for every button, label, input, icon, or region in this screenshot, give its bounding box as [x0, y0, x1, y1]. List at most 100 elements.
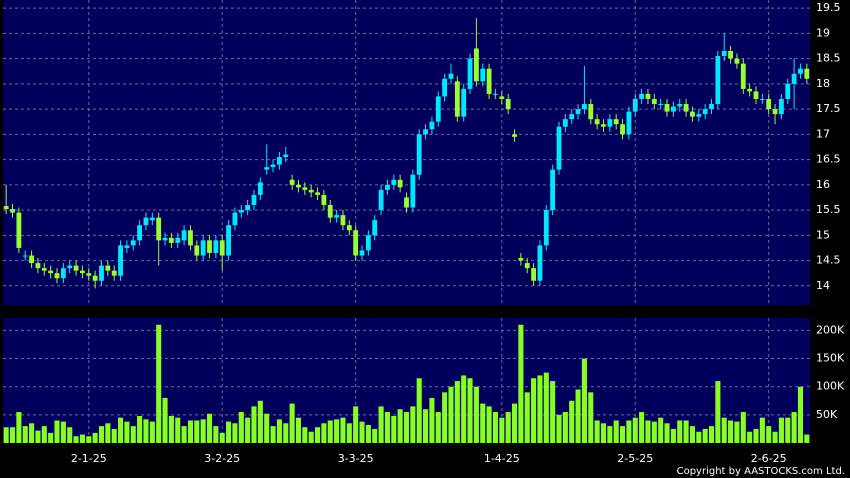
volume-bar	[200, 419, 206, 443]
x-tick-label: 1-4-25	[484, 452, 520, 465]
candle-body	[524, 263, 530, 269]
volume-bar	[797, 386, 804, 443]
volume-bar	[791, 412, 797, 443]
candle-body	[721, 51, 727, 57]
candle-body	[461, 88, 467, 117]
candle-body	[505, 98, 511, 110]
volume-bar	[600, 423, 607, 443]
volume-bar	[86, 436, 92, 443]
volume-bar	[175, 417, 181, 443]
volume-bar	[473, 386, 479, 443]
candle-body	[378, 189, 384, 211]
candle-body	[734, 58, 740, 64]
candle-body	[346, 225, 352, 231]
candle-body	[245, 205, 251, 211]
y-tick-label: 50K	[816, 408, 838, 421]
volume-bar	[206, 413, 213, 443]
candle-body	[709, 104, 714, 110]
candle-body	[257, 182, 263, 195]
candle-body	[569, 114, 575, 120]
volume-bar	[22, 426, 28, 443]
candle-body	[92, 275, 98, 281]
volume-bar	[511, 403, 518, 443]
x-tick-label: 3-2-25	[204, 452, 240, 465]
candle-body	[35, 263, 41, 269]
candle-body	[448, 73, 454, 79]
candle-body	[16, 212, 22, 248]
candle-body	[550, 169, 556, 211]
volume-bar	[9, 427, 16, 443]
volume-bar	[384, 412, 390, 443]
volume-bar	[778, 417, 784, 443]
x-tick-label: 2-6-25	[751, 452, 787, 465]
candle-body	[289, 179, 295, 185]
volume-bar	[499, 417, 505, 443]
candle-body	[80, 270, 85, 274]
candle-body	[385, 184, 390, 190]
candle-body	[308, 189, 314, 193]
candle-body	[683, 104, 689, 112]
volume-bar	[245, 417, 251, 443]
volume-bar	[156, 324, 162, 443]
candle-body	[22, 255, 28, 257]
candle-body	[607, 119, 613, 127]
candle-body	[60, 268, 66, 279]
volume-bar	[442, 392, 448, 443]
candle-body	[276, 157, 282, 165]
candle-body	[219, 240, 225, 256]
candle-body	[10, 209, 15, 213]
volume-bar	[295, 417, 302, 443]
volume-bar	[67, 427, 73, 443]
y-tick-label: 18.5	[816, 52, 841, 65]
volume-bar	[16, 412, 22, 443]
volume-bar	[639, 412, 645, 443]
volume-bar	[168, 415, 174, 443]
volume-bar	[283, 423, 289, 443]
volume-bar	[226, 421, 232, 443]
candle-body	[99, 265, 104, 281]
volume-bar	[651, 421, 657, 443]
candle-body	[467, 58, 473, 89]
volume-bar	[505, 412, 511, 443]
volume-bar	[753, 428, 759, 443]
volume-bar	[308, 431, 314, 443]
candle-body	[772, 109, 778, 115]
candle-body	[747, 88, 753, 92]
y-tick-label: 19.5	[816, 1, 841, 14]
candle-body	[143, 217, 149, 226]
candle-body	[194, 245, 200, 256]
volume-bar	[588, 392, 594, 443]
candle-body	[670, 106, 676, 112]
volume-bar	[232, 423, 238, 443]
volume-bar	[264, 413, 270, 443]
volume-bar	[73, 436, 79, 443]
y-tick-label: 15.5	[816, 203, 841, 216]
volume-bar	[728, 420, 734, 443]
volume-bar	[54, 420, 60, 443]
candle-body	[315, 192, 320, 195]
candle-body	[3, 206, 9, 210]
candle-body	[149, 217, 155, 221]
candle-body	[353, 230, 359, 256]
volume-bar	[435, 412, 441, 443]
candle-body	[537, 245, 543, 281]
volume-bar	[715, 381, 721, 443]
x-tick-label: 2-5-25	[617, 452, 653, 465]
volume-bar	[238, 412, 244, 443]
candle-body	[473, 48, 479, 82]
candle-body	[486, 68, 492, 94]
candle-body	[111, 270, 117, 276]
candle-body	[238, 210, 244, 213]
volume-bar	[613, 420, 619, 443]
volume-bar	[41, 426, 47, 443]
volume-bar	[105, 423, 111, 443]
candle-body	[29, 255, 35, 264]
volume-bar	[531, 378, 537, 443]
candle-body	[677, 104, 683, 107]
volume-bar	[543, 372, 549, 443]
volume-bar	[213, 426, 219, 443]
volume-bar	[289, 403, 295, 443]
candle-body	[213, 240, 219, 253]
volume-bar	[416, 378, 422, 443]
volume-bar	[759, 417, 765, 443]
